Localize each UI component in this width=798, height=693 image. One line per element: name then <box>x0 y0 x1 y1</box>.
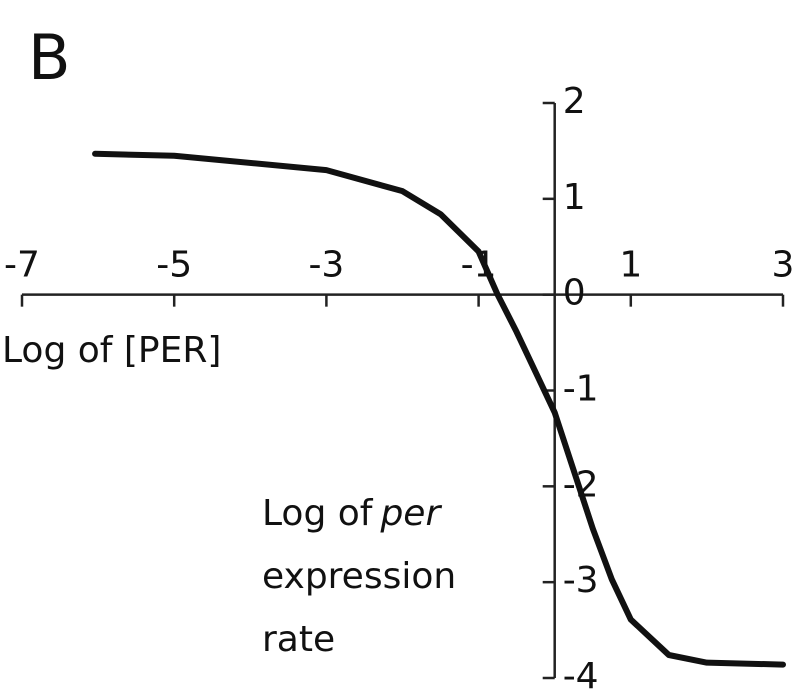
y-tick-label: 0 <box>563 273 586 314</box>
x-axis-label: Log of [PER] <box>2 330 221 371</box>
x-tick-label: 1 <box>619 245 642 286</box>
x-tick-label: -7 <box>4 245 40 286</box>
y-tick-label: 2 <box>563 81 586 122</box>
y-tick-label: -4 <box>563 656 599 693</box>
x-tick-label: -5 <box>156 245 192 286</box>
y-axis-label-line: rate <box>262 619 335 660</box>
panel-label: B <box>28 21 71 94</box>
x-tick-label: -3 <box>308 245 344 286</box>
y-tick-label: 1 <box>563 177 586 218</box>
y-axis-label-line: expression <box>262 556 456 597</box>
data-line <box>92 150 786 668</box>
x-tick-label: 3 <box>772 245 795 286</box>
y-axis-label-start: Log of <box>262 493 374 534</box>
y-axis-label: Log of per <box>262 493 442 534</box>
y-tick-label: -3 <box>563 560 599 601</box>
y-tick-label: -1 <box>563 369 599 410</box>
y-axis-label-italic: per <box>379 493 442 534</box>
